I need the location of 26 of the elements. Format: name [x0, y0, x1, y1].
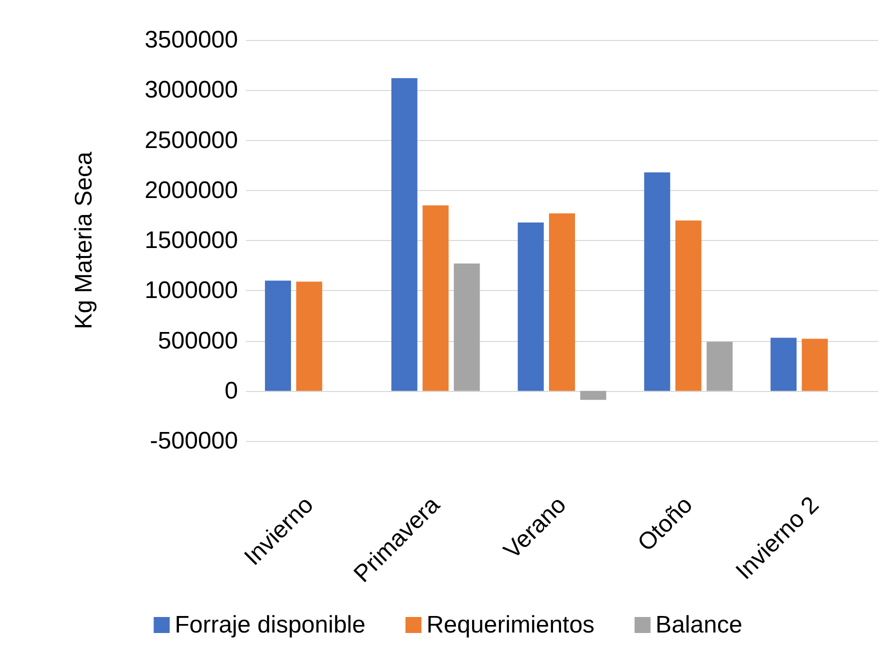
y-tick-label: -500000	[150, 428, 238, 454]
y-tick-label: 1500000	[144, 227, 238, 254]
bar	[264, 280, 291, 391]
y-tick-label: 2500000	[144, 126, 238, 154]
bar	[454, 264, 480, 391]
bar	[518, 222, 544, 391]
y-tick-label: 500000	[158, 327, 238, 354]
bar	[802, 338, 828, 391]
legend-label: Balance	[656, 612, 742, 638]
legend-label: Requerimientos	[426, 612, 595, 638]
bar	[296, 282, 322, 391]
y-tick-label: 0	[224, 377, 238, 404]
bar	[422, 205, 449, 391]
bar	[770, 338, 797, 391]
y-tick-label: 3500000	[144, 26, 238, 54]
y-tick-label: 2000000	[144, 176, 238, 204]
bar	[675, 220, 702, 391]
bar	[706, 342, 733, 391]
y-axis-title: Kg Materia Seca	[70, 151, 98, 330]
y-tick-label: 1000000	[144, 277, 238, 304]
bar	[644, 172, 670, 391]
y-tick-label: 3000000	[144, 76, 238, 104]
legend-label: Forraje disponible	[174, 612, 366, 638]
bar	[580, 390, 606, 400]
bar	[391, 78, 418, 391]
bar	[548, 213, 576, 391]
